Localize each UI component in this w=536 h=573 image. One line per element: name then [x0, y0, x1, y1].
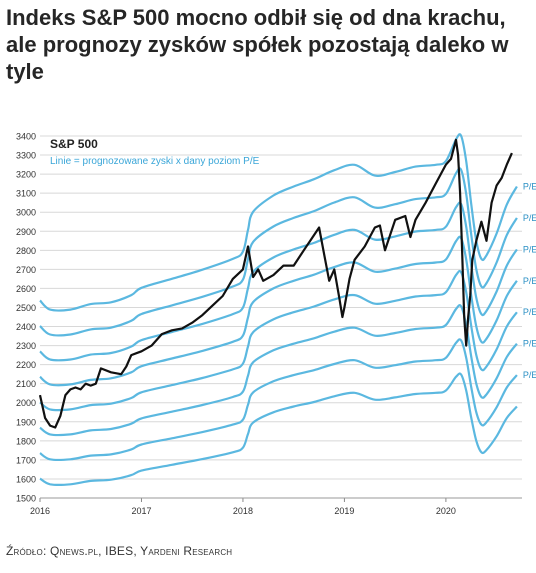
x-tick-label: 2018	[233, 506, 253, 516]
pe-line-17x	[39, 201, 518, 362]
chart-title: S&P 500	[50, 137, 98, 151]
pe-labels: P/E 19x P/E 18x P/E 17x P/E 16x P/E 15x P/E 1…	[523, 181, 536, 380]
pe-label: P/E 14x	[523, 339, 536, 349]
x-tick-label: 2019	[334, 506, 354, 516]
pe-label: P/E 15x	[523, 307, 536, 317]
pe-line-18x	[39, 167, 518, 337]
y-tick-label: 2300	[16, 341, 36, 351]
pe-lines	[39, 133, 518, 486]
x-tick-label: 2017	[131, 506, 151, 516]
y-axis: 1500 1600 1700 1800 1900 2000 2100 2200 2300 2400…	[16, 132, 36, 504]
pe-label: P/E 17x	[523, 244, 536, 254]
source-note: Źródło: Qnews.pl, IBES, Yardeni Research	[6, 544, 233, 558]
y-tick-label: 2200	[16, 360, 36, 370]
pe-label: P/E 19x	[523, 181, 536, 191]
y-tick-label: 1900	[16, 417, 36, 427]
y-tick-label: 2100	[16, 379, 36, 389]
pe-line-15x	[39, 269, 518, 412]
y-tick-label: 3400	[16, 132, 36, 142]
y-tick-label: 2900	[16, 227, 36, 237]
pe-line-13x	[39, 338, 518, 462]
headline: Indeks S&P 500 mocno odbił się od dna kr…	[6, 5, 509, 84]
index-line-group	[38, 138, 513, 429]
pe-line-16x	[39, 235, 518, 387]
y-tick-label: 3100	[16, 189, 36, 199]
y-tick-label: 2600	[16, 284, 36, 294]
pe-line-14x	[39, 304, 518, 437]
pe-label: P/E 16x	[523, 276, 536, 286]
sp500-index-line	[38, 138, 513, 429]
x-tick-label: 2020	[436, 506, 456, 516]
y-tick-label: 1800	[16, 436, 36, 446]
y-tick-label: 2000	[16, 398, 36, 408]
y-tick-label: 3300	[16, 151, 36, 161]
y-tick-label: 2400	[16, 322, 36, 332]
y-tick-label: 1500	[16, 494, 36, 504]
y-tick-label: 2500	[16, 303, 36, 313]
x-axis: 2016 2017 2018 2019 2020	[30, 497, 522, 516]
pe-line-19x	[39, 133, 518, 312]
pe-line-12x	[39, 372, 518, 486]
y-tick-label: 1700	[16, 455, 36, 465]
sp500-chart: 1500 1600 1700 1800 1900 2000 2100 2200 2300 2400…	[16, 132, 536, 517]
y-tick-label: 3200	[16, 170, 36, 180]
chart-subtitle: Linie = prognozowane zyski x dany poziom…	[50, 156, 260, 167]
chart-container: 1500 1600 1700 1800 1900 2000 2100 2200 2300 2400…	[0, 128, 536, 534]
pe-label: P/E 18x	[523, 213, 536, 223]
pe-label: P/E 13x	[523, 370, 536, 380]
y-tick-label: 2700	[16, 265, 36, 275]
y-tick-label: 1600	[16, 474, 36, 484]
y-tick-label: 2800	[16, 246, 36, 256]
x-tick-label: 2016	[30, 506, 50, 516]
y-tick-label: 3000	[16, 208, 36, 218]
